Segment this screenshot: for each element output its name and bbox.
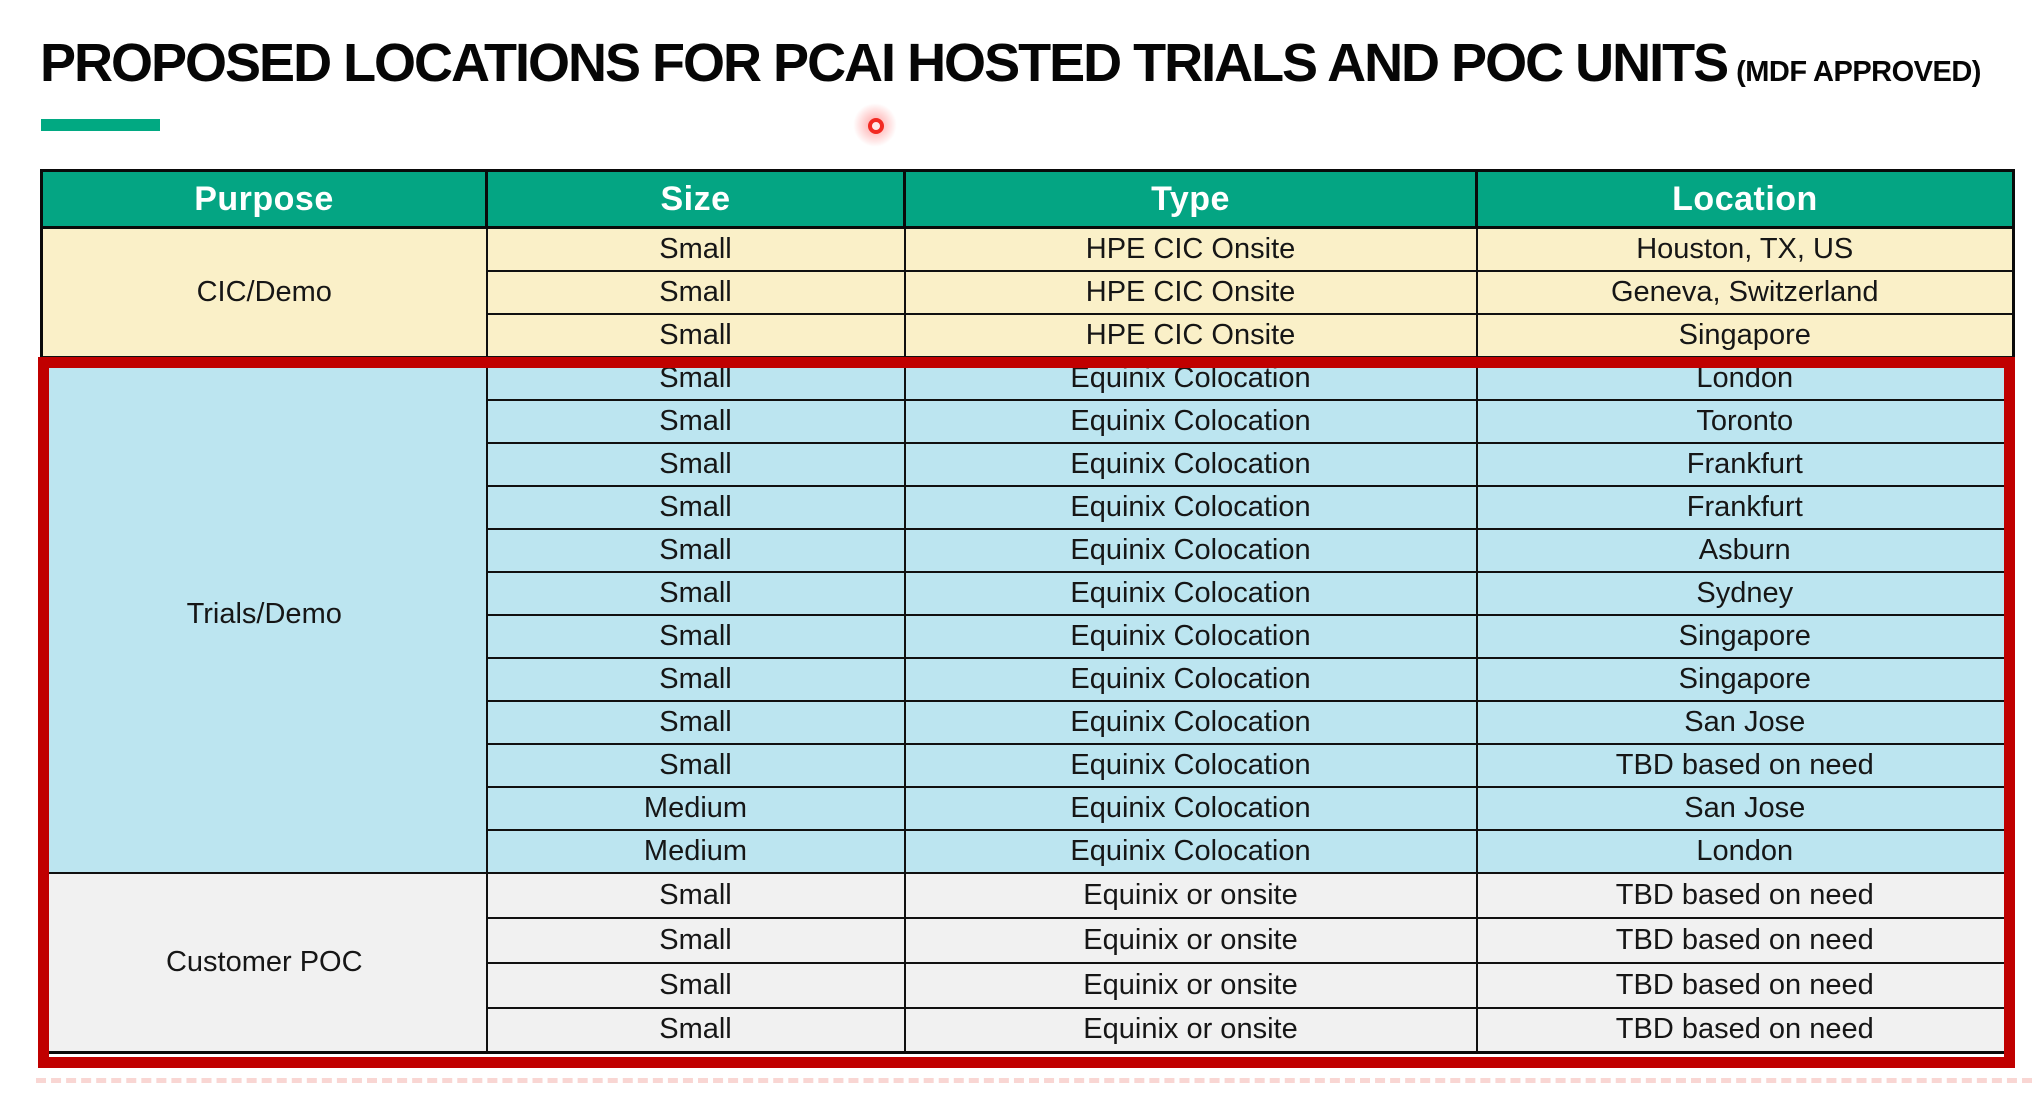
size-cell: Small (485, 699, 906, 745)
location-cell: Toronto (1475, 398, 2015, 444)
column-header-size: Size (485, 169, 906, 229)
size-cell: Small (485, 871, 906, 919)
type-cell: Equinix Colocation (903, 785, 1478, 831)
size-cell: Small (485, 484, 906, 530)
location-cell: Frankfurt (1475, 484, 2015, 530)
laser-pointer-core (868, 118, 884, 134)
type-cell: Equinix Colocation (903, 828, 1478, 874)
size-cell: Small (485, 527, 906, 573)
location-cell: London (1475, 828, 2015, 874)
purpose-cell: Trials/Demo (40, 355, 488, 874)
type-cell: Equinix Colocation (903, 742, 1478, 788)
table-row: Small HPE CIC Onsite Geneva, Switzerland (41, 269, 2015, 315)
location-cell: Geneva, Switzerland (1475, 269, 2015, 315)
type-cell: Equinix Colocation (903, 355, 1478, 401)
type-cell: Equinix Colocation (903, 484, 1478, 530)
size-cell: Small (485, 355, 906, 401)
location-cell: Singapore (1475, 312, 2015, 358)
size-cell: Small (485, 916, 906, 964)
type-cell: Equinix or onsite (903, 961, 1478, 1009)
size-cell: Small (485, 656, 906, 702)
location-cell: San Jose (1475, 785, 2015, 831)
table-row: Small Equinix Colocation Frankfurt (41, 441, 2015, 487)
table-row: Small HPE CIC Onsite Singapore (41, 312, 2015, 358)
size-cell: Small (485, 312, 906, 358)
locations-table: Purpose Size Type Location CIC/Demo Small… (40, 169, 2015, 1054)
size-cell: Small (485, 226, 906, 272)
location-cell: TBD based on need (1475, 871, 2015, 919)
size-cell: Small (485, 613, 906, 659)
type-cell: Equinix Colocation (903, 613, 1478, 659)
type-cell: Equinix or onsite (903, 871, 1478, 919)
location-cell: TBD based on need (1475, 1006, 2015, 1054)
type-cell: HPE CIC Onsite (903, 226, 1478, 272)
size-cell: Small (485, 1006, 906, 1054)
purpose-cell: Customer POC (40, 871, 488, 1054)
type-cell: Equinix Colocation (903, 398, 1478, 444)
type-cell: Equinix or onsite (903, 1006, 1478, 1054)
size-cell: Small (485, 570, 906, 616)
table-row: Small Equinix Colocation Asburn (41, 527, 2015, 573)
table-row: Small Equinix Colocation Singapore (41, 656, 2015, 702)
column-header-type: Type (903, 169, 1478, 229)
size-cell: Small (485, 441, 906, 487)
type-cell: Equinix Colocation (903, 441, 1478, 487)
location-cell: Singapore (1475, 613, 2015, 659)
laser-pointer-dot (853, 103, 897, 147)
location-cell: London (1475, 355, 2015, 401)
type-cell: Equinix or onsite (903, 916, 1478, 964)
size-cell: Medium (485, 828, 906, 874)
size-cell: Small (485, 269, 906, 315)
page-title: PROPOSED LOCATIONS FOR PCAI HOSTED TRIAL… (40, 36, 1981, 90)
size-cell: Small (485, 398, 906, 444)
title-accent-bar (41, 119, 160, 131)
type-cell: Equinix Colocation (903, 527, 1478, 573)
location-cell: TBD based on need (1475, 742, 2015, 788)
location-cell: Frankfurt (1475, 441, 2015, 487)
type-cell: HPE CIC Onsite (903, 312, 1478, 358)
location-cell: Sydney (1475, 570, 2015, 616)
table-row: Trials/Demo Small Equinix Colocation London (40, 355, 2015, 874)
location-cell: Houston, TX, US (1475, 226, 2015, 272)
table-row: CIC/Demo Small HPE CIC Onsite Houston, TX, … (40, 226, 2015, 358)
table-row: Small Equinix or onsite TBD based on need (41, 961, 2015, 1009)
size-cell: Medium (485, 785, 906, 831)
size-cell: Small (485, 742, 906, 788)
location-cell: Singapore (1475, 656, 2015, 702)
title-suffix-text: (MDF APPROVED) (1736, 56, 1981, 88)
purpose-cell: CIC/Demo (40, 226, 488, 358)
artifact-dashed-line (36, 1078, 2032, 1083)
table-row: Customer POC Small Equinix or onsite TBD ba… (40, 871, 2015, 1054)
column-header-purpose: Purpose (40, 169, 488, 229)
header-row: Purpose Size Type Location (40, 169, 2015, 229)
type-cell: HPE CIC Onsite (903, 269, 1478, 315)
location-cell: San Jose (1475, 699, 2015, 745)
location-cell: TBD based on need (1475, 961, 2015, 1009)
table-row: Medium Equinix Colocation London (41, 828, 2015, 874)
location-cell: Asburn (1475, 527, 2015, 573)
type-cell: Equinix Colocation (903, 656, 1478, 702)
title-text: PROPOSED LOCATIONS FOR PCAI HOSTED TRIAL… (40, 33, 1729, 93)
size-cell: Small (485, 961, 906, 1009)
column-header-location: Location (1475, 169, 2015, 229)
location-cell: TBD based on need (1475, 916, 2015, 964)
type-cell: Equinix Colocation (903, 570, 1478, 616)
type-cell: Equinix Colocation (903, 699, 1478, 745)
